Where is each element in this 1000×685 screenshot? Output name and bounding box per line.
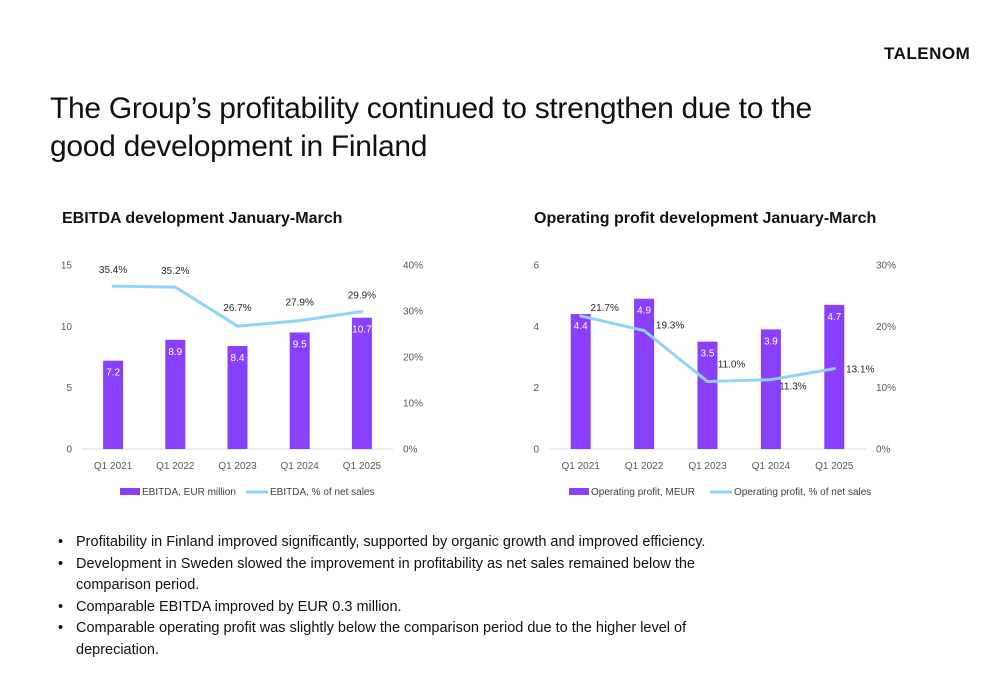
line-series bbox=[579, 314, 836, 384]
ebitda-chart-title: EBITDA development January-March bbox=[62, 210, 343, 227]
legend-bar-label: EBITDA, EUR million bbox=[142, 487, 236, 498]
right-axis-tick-label: 10% bbox=[876, 383, 896, 394]
bar-data-label: 4.9 bbox=[637, 306, 651, 317]
right-axis-tick-label: 40% bbox=[403, 261, 423, 272]
bar-data-label: 4.7 bbox=[827, 312, 841, 323]
bar-data-label: 8.4 bbox=[231, 353, 245, 364]
bar bbox=[227, 345, 248, 449]
bar-data-label: 4.4 bbox=[574, 321, 588, 332]
left-axis-tick-label: 5 bbox=[66, 383, 72, 394]
category-label: Q1 2024 bbox=[752, 461, 791, 472]
bar-data-label: 9.5 bbox=[293, 339, 307, 350]
legend-line-label: EBITDA, % of net sales bbox=[270, 487, 375, 498]
line-data-label: 27.9% bbox=[286, 298, 314, 309]
right-axis-tick-label: 30% bbox=[876, 261, 896, 272]
line-data-label: 29.9% bbox=[348, 290, 376, 301]
left-axis-tick-label: 0 bbox=[66, 445, 72, 456]
bullet-item: Profitability in Finland improved signif… bbox=[56, 532, 756, 554]
category-label: Q1 2023 bbox=[218, 461, 257, 472]
bar-data-label: 3.9 bbox=[764, 336, 778, 347]
category-label: Q1 2025 bbox=[815, 461, 854, 472]
right-axis-tick-label: 20% bbox=[876, 322, 896, 333]
ebitda-chart: 0 5 10 15 0% 10% 20% 30% 40% 7.2 8.9 8.4 9.5 10.7 Q1 2… bbox=[61, 261, 423, 499]
category-label: Q1 2023 bbox=[688, 461, 727, 472]
category-label: Q1 2021 bbox=[562, 461, 601, 472]
left-axis-tick-label: 10 bbox=[61, 322, 73, 333]
line-series bbox=[111, 284, 364, 328]
line-data-label: 35.4% bbox=[99, 265, 127, 276]
right-axis-tick-label: 30% bbox=[403, 307, 423, 318]
right-axis-tick-label: 10% bbox=[403, 399, 423, 410]
category-label: Q1 2022 bbox=[625, 461, 664, 472]
bar-data-label: 3.5 bbox=[701, 349, 715, 360]
left-axis-tick-label: 4 bbox=[533, 322, 539, 333]
bar bbox=[570, 314, 591, 449]
legend-bar-swatch bbox=[120, 488, 140, 495]
category-label: Q1 2021 bbox=[94, 461, 133, 472]
bar-data-label: 8.9 bbox=[168, 347, 182, 358]
bullet-list: Profitability in Finland improved signif… bbox=[56, 532, 756, 661]
bullet-item: Comparable EBITDA improved by EUR 0.3 mi… bbox=[56, 597, 756, 619]
line-data-label: 35.2% bbox=[161, 266, 189, 277]
line-data-label: 21.7% bbox=[591, 303, 619, 314]
line-data-label: 13.1% bbox=[846, 365, 874, 376]
bar bbox=[697, 341, 718, 449]
category-label: Q1 2024 bbox=[281, 461, 320, 472]
operating-profit-chart-title: Operating profit development January-Mar… bbox=[534, 210, 877, 227]
right-axis-tick-label: 0% bbox=[403, 445, 418, 456]
left-axis-tick-label: 2 bbox=[533, 383, 539, 394]
line-data-label: 26.7% bbox=[223, 303, 251, 314]
bullet-item: Development in Sweden slowed the improve… bbox=[56, 554, 756, 597]
bar bbox=[634, 298, 655, 449]
left-axis-tick-label: 0 bbox=[533, 445, 539, 456]
category-label: Q1 2025 bbox=[343, 461, 382, 472]
legend-line-label: Operating profit, % of net sales bbox=[734, 487, 871, 498]
left-axis-tick-label: 6 bbox=[533, 261, 539, 272]
bar bbox=[760, 329, 781, 449]
operating-profit-chart: 0 2 4 6 0% 10% 20% 30% 4.4 4.9 3.5 3.9 4.7 Q1 2021 Q1 … bbox=[533, 261, 896, 499]
category-label: Q1 2022 bbox=[156, 461, 195, 472]
bar bbox=[103, 360, 124, 449]
legend-bar-swatch bbox=[569, 488, 589, 495]
page-title: The Group’s profitability continued to s… bbox=[50, 92, 812, 163]
company-logo: TALENOM bbox=[884, 44, 971, 63]
legend-bar-label: Operating profit, MEUR bbox=[591, 487, 695, 498]
left-axis-tick-label: 15 bbox=[61, 261, 73, 272]
bar bbox=[824, 304, 845, 449]
bar bbox=[351, 317, 372, 449]
bar bbox=[289, 332, 310, 449]
bar-data-label: 10.7 bbox=[352, 325, 372, 336]
bar-data-label: 7.2 bbox=[106, 368, 120, 379]
right-axis-tick-label: 0% bbox=[876, 445, 891, 456]
line-data-label: 11.3% bbox=[779, 382, 807, 393]
line-data-label: 19.3% bbox=[656, 321, 684, 332]
right-axis-tick-label: 20% bbox=[403, 353, 423, 364]
bar bbox=[165, 339, 186, 449]
bullet-item: Comparable operating profit was slightly… bbox=[56, 618, 756, 661]
line-data-label: 11.0% bbox=[718, 360, 746, 371]
